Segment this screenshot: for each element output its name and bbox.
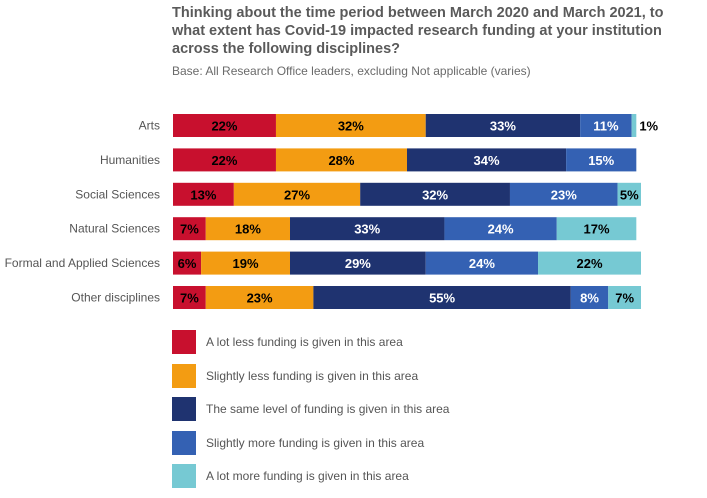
bar-segment — [290, 251, 426, 275]
data-label: 28% — [328, 153, 354, 168]
bar-segment — [538, 251, 641, 275]
legend-swatch — [172, 363, 196, 388]
bar-segment — [566, 148, 637, 172]
category-label: Formal and Applied Sciences — [5, 256, 160, 270]
legend-label: Slightly more funding is given in this a… — [206, 435, 425, 450]
bar-segment — [313, 286, 571, 309]
data-label: 15% — [588, 153, 614, 168]
bar-segment — [444, 217, 557, 241]
data-label: 23% — [551, 187, 577, 202]
legend-swatch — [172, 430, 196, 455]
legend-swatch — [172, 330, 196, 354]
data-label: 22% — [211, 119, 237, 134]
legend-label: The same level of funding is given in th… — [206, 402, 450, 416]
legend-item: A lot more funding is given in this area — [172, 464, 449, 488]
category-label: Natural Sciences — [69, 222, 160, 236]
legend: A lot less funding is given in this area… — [172, 330, 449, 498]
category-label: Arts — [139, 119, 160, 133]
stacked-bar-chart: Arts 22% 32% 33% 11% 1% Humanities 22% 28% 34% 15%… — [5, 114, 659, 309]
bar-segment — [425, 114, 581, 137]
bar-segment — [275, 148, 407, 172]
data-label: 13% — [190, 187, 216, 202]
data-label: 23% — [247, 291, 273, 306]
bar-segment — [201, 251, 290, 275]
bar-segment — [173, 286, 206, 309]
data-label: 19% — [233, 256, 259, 271]
data-label: 7% — [615, 291, 634, 306]
bar-segment — [290, 217, 445, 241]
bar-segment — [580, 114, 632, 137]
data-label: 34% — [474, 153, 500, 168]
bar-segment — [425, 251, 539, 275]
bar-segment — [173, 182, 234, 206]
legend-label: A lot more funding is given in this area — [206, 469, 409, 483]
data-label: 7% — [180, 291, 199, 306]
data-label: 33% — [354, 222, 380, 237]
chart-base-note: Base: All Research Office leaders, exclu… — [172, 64, 531, 78]
bar-segment — [608, 286, 641, 309]
bar-segment — [233, 182, 361, 206]
data-label: 6% — [178, 256, 197, 271]
data-label: 22% — [577, 256, 603, 271]
bar-segment — [205, 286, 314, 309]
data-label: 7% — [180, 222, 199, 237]
data-label: 11% — [593, 119, 619, 134]
bar-segment — [173, 217, 206, 241]
data-label: 5% — [620, 187, 639, 202]
data-label: 55% — [429, 291, 455, 306]
data-label: 8% — [580, 291, 599, 306]
data-label: 33% — [490, 119, 516, 134]
legend-item: Slightly less funding is given in this a… — [172, 363, 449, 388]
bar-segment — [617, 182, 641, 206]
bar-segment — [556, 217, 637, 241]
category-label: Humanities — [100, 153, 160, 167]
bar-segment — [173, 114, 276, 137]
legend-label: Slightly less funding is given in this a… — [206, 368, 419, 383]
data-label: 32% — [338, 119, 364, 134]
bar-segment — [631, 114, 637, 137]
legend-swatch — [172, 464, 196, 488]
data-label: 1% — [639, 119, 658, 134]
data-label: 32% — [422, 187, 448, 202]
data-label: 29% — [345, 256, 371, 271]
bar-segment — [407, 148, 567, 172]
data-label: 18% — [235, 222, 261, 237]
bar-segment — [173, 251, 202, 275]
bar-segment — [205, 217, 290, 241]
data-label: 24% — [488, 222, 514, 237]
data-label: 17% — [584, 222, 610, 237]
bar-segment — [570, 286, 609, 309]
bar-segment — [360, 182, 510, 206]
category-label: Social Sciences — [75, 187, 160, 201]
bar-segment — [275, 114, 426, 137]
legend-item: The same level of funding is given in th… — [172, 397, 449, 421]
chart-title: Thinking about the time period between M… — [172, 5, 664, 57]
legend-item: A lot less funding is given in this area — [172, 330, 449, 354]
category-label: Other disciplines — [71, 291, 160, 305]
bar-segment — [509, 182, 618, 206]
data-label: 24% — [469, 256, 495, 271]
data-label: 22% — [211, 153, 237, 168]
data-label: 27% — [284, 187, 310, 202]
legend-item: Slightly more funding is given in this a… — [172, 430, 449, 455]
legend-label: A lot less funding is given in this area — [206, 335, 403, 349]
legend-swatch — [172, 397, 196, 421]
bar-segment — [173, 148, 276, 172]
